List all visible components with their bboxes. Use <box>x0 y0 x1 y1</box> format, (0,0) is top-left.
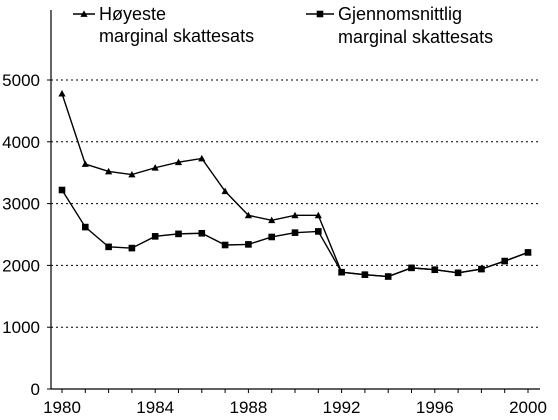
square-point <box>82 223 89 231</box>
x-tick-labels: 1980 1984 1988 1992 1996 2000 <box>43 389 547 417</box>
triangle-point <box>198 154 206 162</box>
square-point <box>58 186 66 194</box>
y-tick-label: 1000 <box>2 318 40 337</box>
y-tick-label: 5000 <box>2 71 40 90</box>
square-point <box>245 241 252 248</box>
square-point <box>524 249 532 256</box>
axes <box>50 10 540 390</box>
x-tick-label: 1988 <box>229 398 267 417</box>
legend-label: marginal skattesats <box>99 26 254 46</box>
triangle-point <box>174 158 183 166</box>
y-tick-labels: 0 1000 2000 3000 4000 5000 <box>2 71 51 399</box>
legend-label: Gjennomsnittlig <box>338 4 462 24</box>
square-point <box>454 269 462 277</box>
square-point <box>501 257 508 265</box>
square-point <box>431 266 439 274</box>
triangle-point <box>221 187 229 195</box>
x-tick-label: 1992 <box>323 398 361 417</box>
square-point <box>105 243 112 251</box>
x-tick-label: 1980 <box>43 398 81 417</box>
triangle-point <box>244 211 252 219</box>
square-point <box>478 265 485 273</box>
square-point <box>268 233 275 241</box>
triangle-point <box>81 160 89 167</box>
legend-square-icon <box>316 10 324 18</box>
x-tick-label: 2000 <box>509 398 547 417</box>
square-point <box>291 229 299 236</box>
series-group <box>58 89 532 280</box>
triangle-point <box>314 211 322 219</box>
y-tick-label: 2000 <box>2 256 40 275</box>
x-tick-label: 1996 <box>416 398 454 417</box>
triangle-point <box>58 89 66 97</box>
square-point <box>221 241 229 249</box>
square-point <box>408 264 415 272</box>
triangle-point <box>105 167 113 175</box>
series-2 <box>58 186 532 280</box>
legend-label: marginal skattesats <box>338 27 493 47</box>
y-tick-label: 3000 <box>2 195 40 214</box>
square-point <box>128 244 136 252</box>
square-point <box>338 268 345 276</box>
square-point <box>315 228 322 235</box>
square-point <box>384 273 392 280</box>
triangle-point <box>291 211 299 219</box>
square-point <box>361 271 369 278</box>
y-tick-label: 4000 <box>2 133 40 152</box>
triangle-point <box>268 216 276 224</box>
legend-entry-2: Gjennomsnittlig marginal skattesats <box>306 4 493 47</box>
gridlines <box>51 79 540 328</box>
y-tick-label: 0 <box>31 380 40 399</box>
triangle-point <box>128 170 136 178</box>
square-point <box>175 230 182 238</box>
triangle-point <box>151 164 159 171</box>
legend-triangle-icon <box>80 10 88 17</box>
square-point <box>198 229 206 237</box>
x-tick-label: 1984 <box>136 398 174 417</box>
square-point <box>151 233 159 240</box>
legend-label: Høyeste <box>99 4 166 24</box>
